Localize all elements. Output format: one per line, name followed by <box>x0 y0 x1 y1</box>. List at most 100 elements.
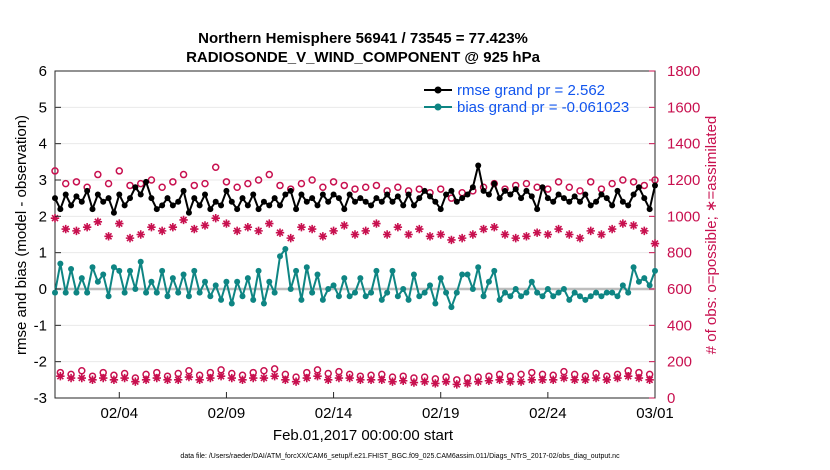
assimilated-obs-point <box>581 375 590 385</box>
right-tick-label: 200 <box>667 354 692 371</box>
assimilated-obs-point <box>168 223 178 232</box>
bias-point <box>582 296 589 303</box>
rmse-point <box>196 202 203 209</box>
possible-obs-point <box>629 178 638 186</box>
legend-rmse-label: rmse grand pr = 2.562 <box>457 82 605 99</box>
left-tick-label: 6 <box>39 63 47 80</box>
assimilated-obs-point <box>570 375 579 385</box>
bias-point <box>394 293 401 300</box>
possible-obs-point <box>115 167 124 175</box>
y-axis-label-left: rmse and bias (model - observation) <box>13 115 30 355</box>
assimilated-obs-point <box>141 375 151 385</box>
assimilated-obs-point <box>324 375 333 385</box>
assimilated-obs-point <box>490 223 499 232</box>
rmse-point <box>207 206 214 213</box>
rmse-point <box>577 198 583 205</box>
assimilated-obs-point <box>586 226 595 236</box>
bias-point <box>110 264 117 271</box>
rmse-point <box>148 195 155 202</box>
assimilated-obs-point <box>640 226 649 236</box>
bias-point <box>357 275 364 282</box>
assimilated-obs-point <box>345 373 354 383</box>
possible-obs-point <box>576 187 584 195</box>
assimilated-obs-point <box>377 375 386 385</box>
data-file-footnote: data file: /Users/raeder/DAI/ATM_forcXX/… <box>180 453 620 460</box>
bias-point <box>255 267 262 274</box>
left-tick-label: -3 <box>34 390 47 407</box>
rmse-point <box>169 202 176 209</box>
assimilated-obs-point <box>382 230 392 239</box>
assimilated-obs-point <box>436 230 445 239</box>
assimilated-obs-point <box>645 375 654 385</box>
rmse-point <box>437 206 444 213</box>
rmse-point <box>475 162 482 169</box>
rmse-point <box>603 195 610 202</box>
assimilated-obs-point <box>334 373 344 383</box>
bias-point <box>62 289 69 296</box>
possible-obs-point <box>340 181 349 190</box>
assimilated-obs-point <box>361 226 370 236</box>
left-tick-label: -2 <box>34 354 47 371</box>
bias-point <box>485 278 492 285</box>
assimilated-obs-point <box>441 377 451 386</box>
assimilated-obs-point <box>157 226 167 236</box>
assimilated-obs-point <box>597 230 606 239</box>
rmse-point <box>384 191 391 198</box>
possible-obs-point <box>179 170 188 179</box>
possible-obs-point <box>394 183 402 192</box>
rmse-point <box>507 191 514 198</box>
bias-point <box>368 289 375 296</box>
rmse-point <box>587 202 594 209</box>
right-axis-ticks: 0 200 400 600 800 1000 1200 1400 1600 1800 <box>649 63 700 407</box>
rmse-point <box>191 195 198 202</box>
bias-point <box>175 289 182 296</box>
bias-point <box>641 275 648 282</box>
bias-point <box>534 289 541 296</box>
bias-point <box>652 267 658 274</box>
rmse-point <box>250 191 257 198</box>
rmse-point <box>459 195 466 202</box>
right-tick-label: 800 <box>667 245 692 262</box>
rmse-point <box>153 206 160 213</box>
rmse-point <box>625 202 632 209</box>
assimilated-obs-point <box>125 233 135 243</box>
rmse-point <box>175 198 182 205</box>
rmse-point <box>255 206 262 213</box>
right-tick-label: 1200 <box>667 172 700 189</box>
assimilated-obs-point <box>184 372 194 382</box>
assimilated-obs-point <box>500 230 510 239</box>
bias-point <box>159 267 166 274</box>
bias-point <box>218 296 225 303</box>
assimilated-obs-point <box>195 375 204 385</box>
bias-point <box>352 289 358 296</box>
x-axis-ticks: 02/04 02/09 02/14 02/19 02/24 03/01 <box>101 392 674 422</box>
bias-point <box>346 293 353 300</box>
bias-point <box>293 267 300 274</box>
assimilated-obs-point <box>447 235 456 245</box>
rmse-point <box>223 187 230 194</box>
rmse-point <box>619 198 626 205</box>
bias-point <box>459 271 466 278</box>
possible-obs-point <box>260 367 268 375</box>
possible-obs-point <box>169 178 177 186</box>
possible-obs-point <box>51 167 59 175</box>
x-axis-label: Feb.01,2017 00:00:00 start <box>273 427 454 444</box>
rmse-point <box>555 191 562 198</box>
rmse-point <box>609 202 616 209</box>
bias-point <box>78 275 85 282</box>
x-tick-label: 03/01 <box>636 405 674 422</box>
bias-point <box>619 282 626 289</box>
assimilated-obs-point <box>516 377 526 386</box>
bias-point <box>560 286 567 292</box>
rmse-point <box>239 195 246 202</box>
rmse-point <box>652 182 658 189</box>
series-layer <box>50 162 660 389</box>
assimilated-obs-point <box>474 377 483 386</box>
assimilated-obs-point <box>613 373 622 383</box>
left-tick-label: 1 <box>39 245 47 262</box>
assimilated-obs-point <box>259 373 269 383</box>
rmse-point <box>309 195 316 202</box>
bias-point <box>593 289 600 296</box>
rmse-point <box>228 198 235 205</box>
assimilated-obs-point <box>366 375 376 385</box>
